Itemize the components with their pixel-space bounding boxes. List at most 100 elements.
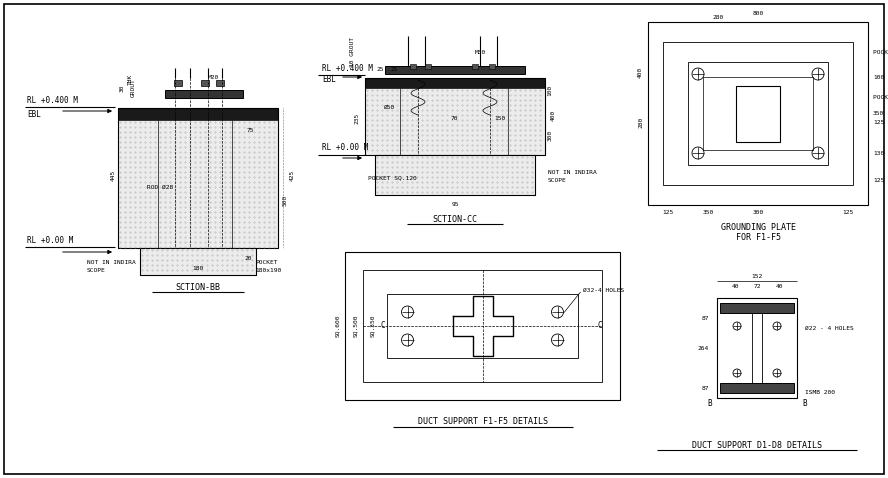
Bar — [508, 88, 545, 155]
Text: ISMB 200: ISMB 200 — [805, 391, 835, 395]
Text: POCKET 300: POCKET 300 — [873, 95, 888, 99]
Bar — [118, 120, 158, 248]
Bar — [140, 248, 256, 275]
Text: 70: 70 — [450, 116, 457, 120]
Text: 125: 125 — [873, 120, 884, 124]
Bar — [489, 64, 495, 69]
Text: GROUNDING PLATE: GROUNDING PLATE — [720, 222, 796, 231]
Text: 180x190: 180x190 — [255, 268, 281, 272]
Text: Ø50: Ø50 — [385, 105, 396, 109]
Text: 445: 445 — [110, 169, 115, 181]
Text: 264: 264 — [698, 346, 709, 350]
Bar — [387, 294, 578, 358]
Text: SQ.600: SQ.600 — [335, 315, 340, 337]
Bar — [375, 155, 535, 195]
Text: POCKET SQ.120: POCKET SQ.120 — [873, 50, 888, 54]
Bar — [232, 120, 278, 248]
Text: 280: 280 — [638, 116, 643, 128]
Text: 300: 300 — [548, 130, 552, 141]
Bar — [720, 383, 794, 393]
Text: C: C — [381, 322, 385, 330]
Text: 87: 87 — [702, 385, 709, 391]
Text: 25: 25 — [377, 66, 384, 72]
Bar — [365, 88, 400, 155]
Text: 95: 95 — [451, 203, 459, 207]
Bar — [400, 88, 508, 155]
Text: 235: 235 — [354, 112, 360, 124]
Text: 400: 400 — [638, 66, 643, 77]
Bar — [363, 270, 602, 382]
Text: NOT IN INDIRA: NOT IN INDIRA — [87, 260, 136, 264]
Text: FOR F1-F5: FOR F1-F5 — [735, 232, 781, 241]
Text: 30 GROUT: 30 GROUT — [350, 37, 354, 67]
Text: 40: 40 — [775, 283, 782, 289]
Bar — [648, 22, 868, 205]
Text: SCOPE: SCOPE — [548, 177, 567, 183]
Text: 87: 87 — [702, 315, 709, 321]
Text: EBL: EBL — [27, 109, 41, 119]
Text: 30: 30 — [120, 84, 124, 92]
Text: SCOPE: SCOPE — [87, 268, 106, 272]
Text: B: B — [708, 399, 712, 408]
Text: 100: 100 — [548, 85, 552, 96]
Bar — [365, 78, 545, 88]
Text: 500: 500 — [282, 195, 288, 206]
Text: SQ.500: SQ.500 — [353, 315, 358, 337]
Text: 800: 800 — [752, 11, 764, 15]
Bar — [118, 108, 278, 120]
Text: M20: M20 — [208, 75, 218, 79]
Text: B: B — [802, 399, 806, 408]
Text: 350: 350 — [873, 111, 884, 116]
Bar — [425, 64, 431, 69]
Bar — [703, 77, 813, 150]
Text: EBL: EBL — [322, 75, 336, 84]
Text: RL +0.00 M: RL +0.00 M — [27, 236, 73, 245]
Text: RL +0.00 M: RL +0.00 M — [322, 143, 369, 152]
Text: 125: 125 — [873, 177, 884, 183]
Bar — [216, 80, 224, 86]
Bar — [410, 64, 416, 69]
Bar — [736, 86, 780, 141]
Text: RL +0.400 M: RL +0.400 M — [27, 96, 78, 105]
Text: 75: 75 — [246, 128, 254, 132]
Text: M30: M30 — [474, 50, 486, 54]
Bar — [174, 80, 182, 86]
Text: 425: 425 — [289, 169, 295, 181]
Text: 180: 180 — [193, 265, 203, 271]
Text: DUCT SUPPORT F1-F5 DETAILS: DUCT SUPPORT F1-F5 DETAILS — [417, 417, 548, 426]
Bar — [720, 303, 794, 313]
Text: 350: 350 — [702, 210, 714, 216]
Bar — [140, 248, 256, 275]
Bar — [375, 155, 535, 195]
Text: ROD Ø28: ROD Ø28 — [147, 185, 173, 189]
Text: 280: 280 — [712, 14, 724, 20]
Bar — [752, 306, 762, 390]
Bar — [118, 108, 278, 248]
Bar — [663, 42, 853, 185]
Text: 152: 152 — [751, 273, 763, 279]
Text: SCTION-BB: SCTION-BB — [176, 283, 220, 293]
Text: THK: THK — [128, 74, 132, 85]
Text: 72: 72 — [753, 283, 761, 289]
Bar — [472, 64, 478, 69]
Text: 130: 130 — [873, 151, 884, 156]
Text: POCKET: POCKET — [255, 260, 277, 264]
Bar — [201, 80, 209, 86]
Text: NOT IN INDIRA: NOT IN INDIRA — [548, 170, 597, 174]
Text: SQ.350: SQ.350 — [370, 315, 375, 337]
Text: SCTION-CC: SCTION-CC — [432, 216, 478, 225]
Text: GROUT: GROUT — [131, 78, 136, 98]
Text: 100: 100 — [873, 75, 884, 79]
Text: 400: 400 — [551, 109, 556, 120]
Text: DUCT SUPPORT D1-D8 DETAILS: DUCT SUPPORT D1-D8 DETAILS — [692, 441, 822, 449]
Text: 300: 300 — [752, 210, 764, 216]
Text: Ø22 - 4 HOLES: Ø22 - 4 HOLES — [805, 326, 853, 330]
Text: 40: 40 — [731, 283, 739, 289]
Bar — [385, 66, 525, 74]
Bar — [158, 120, 232, 248]
Text: 125: 125 — [843, 210, 853, 216]
Bar — [365, 78, 545, 155]
Text: RL +0.400 M: RL +0.400 M — [322, 64, 373, 73]
Text: C: C — [598, 322, 602, 330]
Bar — [345, 252, 620, 400]
